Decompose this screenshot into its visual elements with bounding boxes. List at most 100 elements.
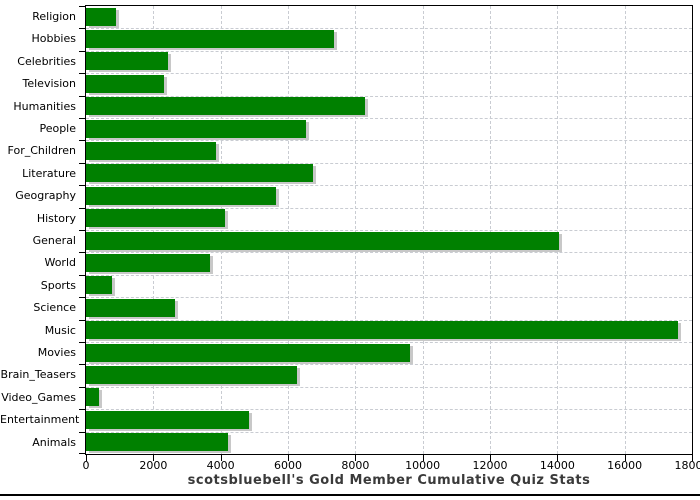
category-axis-tick bbox=[79, 73, 85, 75]
value-axis-tick bbox=[422, 455, 424, 461]
bar-for-children bbox=[86, 141, 216, 160]
category-axis-tick bbox=[79, 6, 85, 7]
category-axis-tick bbox=[79, 274, 85, 276]
value-axis-tick bbox=[490, 455, 491, 461]
horizontal-gridline bbox=[86, 73, 692, 75]
plot-area bbox=[85, 5, 693, 455]
horizontal-gridline bbox=[86, 95, 692, 97]
value-axis-label: 16000 bbox=[607, 459, 643, 472]
category-axis-tick bbox=[79, 162, 85, 164]
category-label: Hobbies bbox=[31, 32, 76, 46]
bar-general bbox=[86, 231, 560, 250]
category-label: For_Children bbox=[7, 144, 76, 158]
horizontal-gridline bbox=[86, 207, 692, 209]
horizontal-gridline bbox=[86, 342, 692, 343]
category-axis-tick bbox=[79, 185, 85, 187]
value-axis-label: 10000 bbox=[405, 459, 441, 472]
value-axis-label: 12000 bbox=[472, 459, 508, 472]
value-axis-tick bbox=[288, 455, 289, 461]
horizontal-gridline bbox=[86, 386, 692, 388]
category-label: Brain_Teasers bbox=[0, 368, 76, 382]
bar-video-games bbox=[86, 388, 100, 407]
category-label: Television bbox=[22, 77, 77, 91]
category-label: Entertainment bbox=[0, 413, 80, 427]
bar-celebrities bbox=[86, 52, 169, 71]
horizontal-gridline bbox=[86, 297, 692, 299]
horizontal-gridline bbox=[86, 118, 692, 119]
value-axis-tick bbox=[153, 455, 155, 461]
value-axis-label: 2000 bbox=[139, 459, 168, 472]
category-axis-tick bbox=[79, 453, 85, 454]
bar-humanities bbox=[86, 97, 366, 116]
category-axis-tick bbox=[79, 409, 85, 411]
category-label: Religion bbox=[32, 10, 76, 23]
value-axis-label: 0 bbox=[82, 459, 90, 472]
category-label: Video_Games bbox=[1, 390, 76, 404]
bar-science bbox=[86, 298, 176, 317]
category-label: Literature bbox=[22, 166, 76, 180]
category-label: Geography bbox=[15, 189, 76, 203]
bar-animals bbox=[86, 433, 229, 452]
category-label: General bbox=[32, 234, 76, 247]
category-label: Music bbox=[44, 323, 76, 337]
horizontal-gridline bbox=[86, 431, 692, 433]
horizontal-gridline bbox=[86, 319, 692, 321]
category-axis-tick bbox=[79, 28, 85, 30]
category-axis-tick bbox=[79, 431, 85, 433]
value-axis-label: 6000 bbox=[274, 459, 302, 472]
category-axis-tick bbox=[79, 252, 85, 254]
horizontal-gridline bbox=[86, 50, 692, 52]
category-axis-tick bbox=[79, 230, 85, 231]
bar-history bbox=[86, 209, 226, 228]
bar-world bbox=[86, 253, 210, 272]
category-label: Humanities bbox=[13, 99, 76, 113]
value-axis-tick bbox=[355, 455, 357, 461]
category-axis-tick bbox=[79, 207, 85, 209]
horizontal-gridline bbox=[86, 230, 692, 231]
category-axis-tick bbox=[79, 319, 85, 321]
horizontal-gridline bbox=[86, 252, 692, 254]
category-axis-tick bbox=[79, 297, 85, 299]
category-axis-tick bbox=[79, 364, 85, 366]
value-axis-label: 18000 bbox=[674, 459, 700, 472]
bar-religion bbox=[86, 7, 116, 26]
bar-literature bbox=[86, 164, 314, 183]
bar-geography bbox=[86, 186, 277, 205]
bar-people bbox=[86, 119, 307, 138]
horizontal-gridline bbox=[86, 162, 692, 164]
category-label: Science bbox=[33, 301, 76, 315]
horizontal-gridline bbox=[86, 364, 692, 366]
bar-music bbox=[86, 321, 679, 340]
value-axis-tick bbox=[624, 455, 626, 461]
horizontal-gridline bbox=[86, 274, 692, 276]
value-axis-tick bbox=[692, 455, 693, 461]
value-axis-label: 4000 bbox=[206, 459, 235, 472]
bar-brain-teasers bbox=[86, 365, 298, 384]
value-axis-label: 8000 bbox=[341, 459, 370, 472]
horizontal-gridline bbox=[86, 140, 692, 142]
category-axis-tick bbox=[79, 50, 85, 52]
category-label: Sports bbox=[40, 278, 76, 292]
chart-title: scotsbluebell's Gold Member Cumulative Q… bbox=[187, 473, 591, 488]
horizontal-gridline bbox=[86, 28, 692, 30]
category-label: Celebrities bbox=[17, 54, 76, 68]
horizontal-gridline bbox=[86, 185, 692, 187]
horizontal-gridline bbox=[86, 409, 692, 411]
value-axis-tick bbox=[220, 455, 222, 461]
category-axis-tick bbox=[79, 118, 85, 119]
category-label: History bbox=[36, 211, 76, 225]
category-axis-tick bbox=[79, 342, 85, 343]
category-label: Movies bbox=[37, 346, 76, 359]
category-axis-tick bbox=[79, 95, 85, 97]
bar-sports bbox=[86, 276, 112, 295]
category-label: People bbox=[39, 122, 76, 135]
category-axis-tick bbox=[79, 386, 85, 388]
category-label: World bbox=[44, 256, 76, 270]
bar-entertainment bbox=[86, 410, 249, 429]
value-axis-label: 14000 bbox=[539, 459, 575, 472]
value-axis-tick bbox=[557, 455, 559, 461]
category-axis-tick bbox=[79, 140, 85, 142]
value-axis-tick bbox=[86, 455, 87, 461]
bar-hobbies bbox=[86, 29, 334, 48]
